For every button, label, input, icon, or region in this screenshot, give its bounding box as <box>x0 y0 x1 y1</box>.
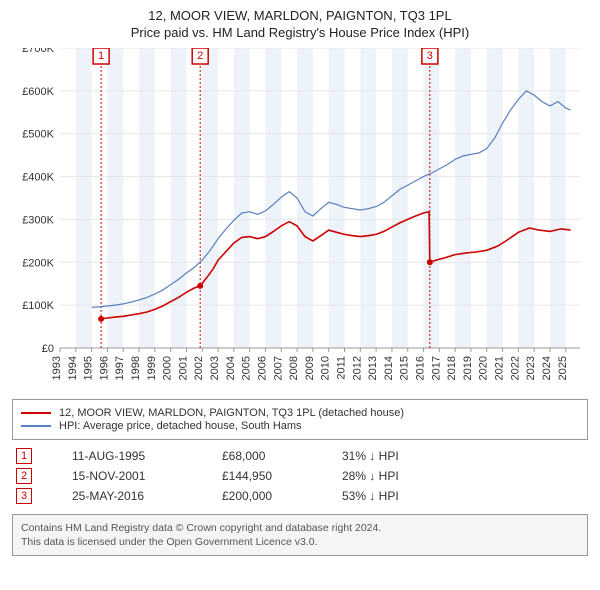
svg-text:1999: 1999 <box>146 356 158 380</box>
legend-row: HPI: Average price, detached house, Sout… <box>21 420 579 432</box>
svg-text:1: 1 <box>98 50 104 62</box>
svg-text:1993: 1993 <box>51 356 63 380</box>
sale-price: £144,950 <box>222 469 302 483</box>
sales-row: 1 11-AUG-1995 £68,000 31% ↓ HPI <box>12 448 588 464</box>
svg-text:2017: 2017 <box>430 356 442 380</box>
svg-text:2022: 2022 <box>509 356 521 380</box>
svg-text:3: 3 <box>427 50 433 62</box>
svg-text:£600K: £600K <box>22 86 54 98</box>
svg-text:2025: 2025 <box>557 356 569 380</box>
sale-price: £200,000 <box>222 489 302 503</box>
svg-text:2: 2 <box>197 50 203 62</box>
svg-text:2018: 2018 <box>446 356 458 380</box>
legend-row: 12, MOOR VIEW, MARLDON, PAIGNTON, TQ3 1P… <box>21 407 579 419</box>
svg-text:2011: 2011 <box>335 356 347 380</box>
sale-date: 11-AUG-1995 <box>72 449 182 463</box>
svg-text:2024: 2024 <box>541 356 553 380</box>
svg-text:2010: 2010 <box>320 356 332 380</box>
sales-row: 2 15-NOV-2001 £144,950 28% ↓ HPI <box>12 468 588 484</box>
sale-delta: 28% ↓ HPI <box>342 469 432 483</box>
svg-text:2023: 2023 <box>525 356 537 380</box>
footer-line-2: This data is licensed under the Open Gov… <box>21 535 579 549</box>
svg-text:2020: 2020 <box>478 356 490 380</box>
svg-text:£300K: £300K <box>22 214 54 226</box>
svg-text:2007: 2007 <box>272 356 284 380</box>
legend-label: 12, MOOR VIEW, MARLDON, PAIGNTON, TQ3 1P… <box>59 407 404 419</box>
sale-price: £68,000 <box>222 449 302 463</box>
svg-text:2014: 2014 <box>383 356 395 380</box>
svg-text:2006: 2006 <box>256 356 268 380</box>
page-root: 12, MOOR VIEW, MARLDON, PAIGNTON, TQ3 1P… <box>0 0 600 590</box>
svg-text:2021: 2021 <box>494 356 506 380</box>
footer-line-1: Contains HM Land Registry data © Crown c… <box>21 521 579 535</box>
legend-label: HPI: Average price, detached house, Sout… <box>59 420 302 432</box>
svg-text:1996: 1996 <box>98 356 110 380</box>
svg-text:2008: 2008 <box>288 356 300 380</box>
sales-row: 3 25-MAY-2016 £200,000 53% ↓ HPI <box>12 488 588 504</box>
sales-table: 1 11-AUG-1995 £68,000 31% ↓ HPI 2 15-NOV-2001… <box>12 448 588 504</box>
svg-text:£700K: £700K <box>22 48 54 55</box>
chart-title: 12, MOOR VIEW, MARLDON, PAIGNTON, TQ3 1P… <box>12 8 588 23</box>
svg-text:£100K: £100K <box>22 300 54 312</box>
svg-text:2002: 2002 <box>193 356 205 380</box>
svg-text:2012: 2012 <box>351 356 363 380</box>
svg-text:£500K: £500K <box>22 129 54 141</box>
chart-subtitle: Price paid vs. HM Land Registry's House … <box>12 25 588 40</box>
svg-text:2000: 2000 <box>162 356 174 380</box>
svg-text:2005: 2005 <box>241 356 253 380</box>
svg-text:2019: 2019 <box>462 356 474 380</box>
svg-text:£400K: £400K <box>22 172 54 184</box>
svg-text:2009: 2009 <box>304 356 316 380</box>
svg-text:1995: 1995 <box>83 356 95 380</box>
svg-text:£0: £0 <box>42 343 54 355</box>
svg-text:£200K: £200K <box>22 257 54 269</box>
svg-text:2016: 2016 <box>415 356 427 380</box>
legend-swatch <box>21 412 51 414</box>
sale-delta: 31% ↓ HPI <box>342 449 432 463</box>
sale-marker: 2 <box>16 468 32 484</box>
legend: 12, MOOR VIEW, MARLDON, PAIGNTON, TQ3 1P… <box>12 399 588 440</box>
price-chart: £0 £100K £200K £300K £400K £500K £600K £700K 199… <box>12 48 588 393</box>
svg-text:1994: 1994 <box>67 356 79 380</box>
sale-marker: 3 <box>16 488 32 504</box>
svg-text:2004: 2004 <box>225 356 237 380</box>
chart-container: £0 £100K £200K £300K £400K £500K £600K £700K 199… <box>12 48 588 393</box>
sale-date: 25-MAY-2016 <box>72 489 182 503</box>
svg-text:2003: 2003 <box>209 356 221 380</box>
svg-text:1998: 1998 <box>130 356 142 380</box>
sale-delta: 53% ↓ HPI <box>342 489 432 503</box>
attribution-footer: Contains HM Land Registry data © Crown c… <box>12 514 588 556</box>
sale-date: 15-NOV-2001 <box>72 469 182 483</box>
svg-text:2015: 2015 <box>399 356 411 380</box>
svg-text:2013: 2013 <box>367 356 379 380</box>
sale-marker: 1 <box>16 448 32 464</box>
svg-text:1997: 1997 <box>114 356 126 380</box>
svg-text:2001: 2001 <box>177 356 189 380</box>
legend-swatch <box>21 425 51 426</box>
